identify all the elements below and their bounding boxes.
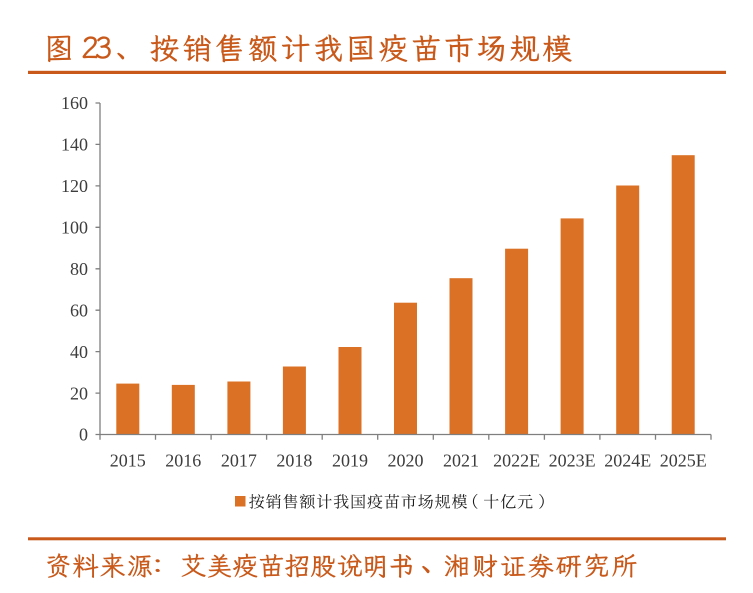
svg-text:2015: 2015 bbox=[110, 451, 146, 471]
svg-text:2016: 2016 bbox=[165, 451, 201, 471]
svg-text:2023E: 2023E bbox=[549, 451, 596, 471]
svg-text:20: 20 bbox=[70, 383, 88, 403]
svg-text:100: 100 bbox=[61, 218, 88, 238]
svg-text:2017: 2017 bbox=[221, 451, 257, 471]
svg-text:160: 160 bbox=[61, 93, 88, 113]
svg-text:80: 80 bbox=[70, 259, 88, 279]
svg-text:2025E: 2025E bbox=[660, 451, 707, 471]
svg-text:120: 120 bbox=[61, 176, 88, 196]
svg-text:40: 40 bbox=[70, 342, 88, 362]
svg-text:140: 140 bbox=[61, 135, 88, 155]
svg-text:0: 0 bbox=[79, 425, 88, 445]
svg-text:2019: 2019 bbox=[332, 451, 368, 471]
svg-text:60: 60 bbox=[70, 300, 88, 320]
svg-text:2022E: 2022E bbox=[493, 451, 540, 471]
svg-text:2020: 2020 bbox=[388, 451, 424, 471]
svg-text:2024E: 2024E bbox=[604, 451, 651, 471]
svg-text:2018: 2018 bbox=[276, 451, 312, 471]
svg-text:2021: 2021 bbox=[443, 451, 479, 471]
